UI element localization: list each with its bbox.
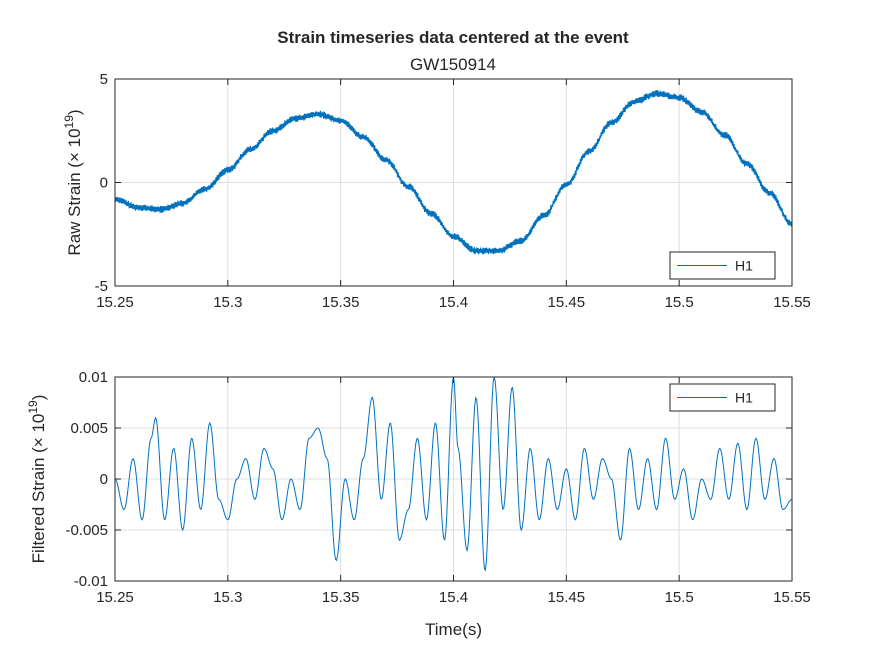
y-axis-label-exponent: 19 bbox=[62, 115, 76, 129]
y-tick-label: -0.005 bbox=[65, 522, 108, 539]
x-tick-label: 15.5 bbox=[665, 294, 694, 311]
x-tick-label: 15.25 bbox=[96, 294, 134, 311]
x-tick-label: 15.25 bbox=[96, 589, 134, 606]
y-tick-label: -0.01 bbox=[74, 573, 108, 590]
x-tick-label: 15.35 bbox=[322, 294, 360, 311]
figure-title: Strain timeseries data centered at the e… bbox=[277, 28, 629, 47]
legend-label-h1: H1 bbox=[735, 258, 753, 274]
x-tick-label: 15.55 bbox=[773, 294, 811, 311]
x-tick-label: 15.3 bbox=[213, 294, 242, 311]
y-axis-label: Raw Strain (× 1019) bbox=[62, 109, 84, 255]
filtered-strain-axes: 15.25 15.3 15.35 15.4 15.45 15.5 15.55 -0.01 -0.… bbox=[26, 369, 811, 639]
y-axis-label-exponent: 19 bbox=[26, 400, 40, 414]
x-tick-label: 15.45 bbox=[548, 589, 586, 606]
series-line-h1 bbox=[115, 377, 792, 572]
x-tick-label: 15.45 bbox=[548, 294, 586, 311]
x-tick-label: 15.55 bbox=[773, 589, 811, 606]
y-tick-label: -5 bbox=[95, 278, 108, 295]
x-tick-label: 15.5 bbox=[665, 589, 694, 606]
legend-label-h1: H1 bbox=[735, 390, 753, 406]
x-tick-label: 15.35 bbox=[322, 589, 360, 606]
y-axis-label-main: Raw Strain (× 10 bbox=[65, 128, 84, 255]
raw-strain-axes: 15.25 15.3 15.35 15.4 15.45 15.5 15.55 -5 0 5 Raw … bbox=[62, 71, 811, 311]
y-tick-label: 0.005 bbox=[70, 420, 108, 437]
y-tick-label: 0 bbox=[100, 175, 108, 192]
y-axis-label: Filtered Strain (× 1019) bbox=[26, 395, 48, 564]
y-tick-label: 0 bbox=[100, 471, 108, 488]
series-line-h1 bbox=[115, 89, 792, 255]
x-tick-label: 15.4 bbox=[439, 589, 468, 606]
y-tick-label: 5 bbox=[100, 71, 108, 88]
x-axis-label: Time(s) bbox=[425, 620, 482, 639]
figure-subtitle: GW150914 bbox=[410, 55, 496, 74]
y-axis-label-main: Filtered Strain (× 10 bbox=[29, 414, 48, 564]
y-axis-label-close: ) bbox=[29, 395, 48, 401]
x-tick-label: 15.4 bbox=[439, 294, 468, 311]
y-tick-label: 0.01 bbox=[79, 369, 108, 386]
x-tick-label: 15.3 bbox=[213, 589, 242, 606]
y-axis-label-close: ) bbox=[65, 109, 84, 115]
